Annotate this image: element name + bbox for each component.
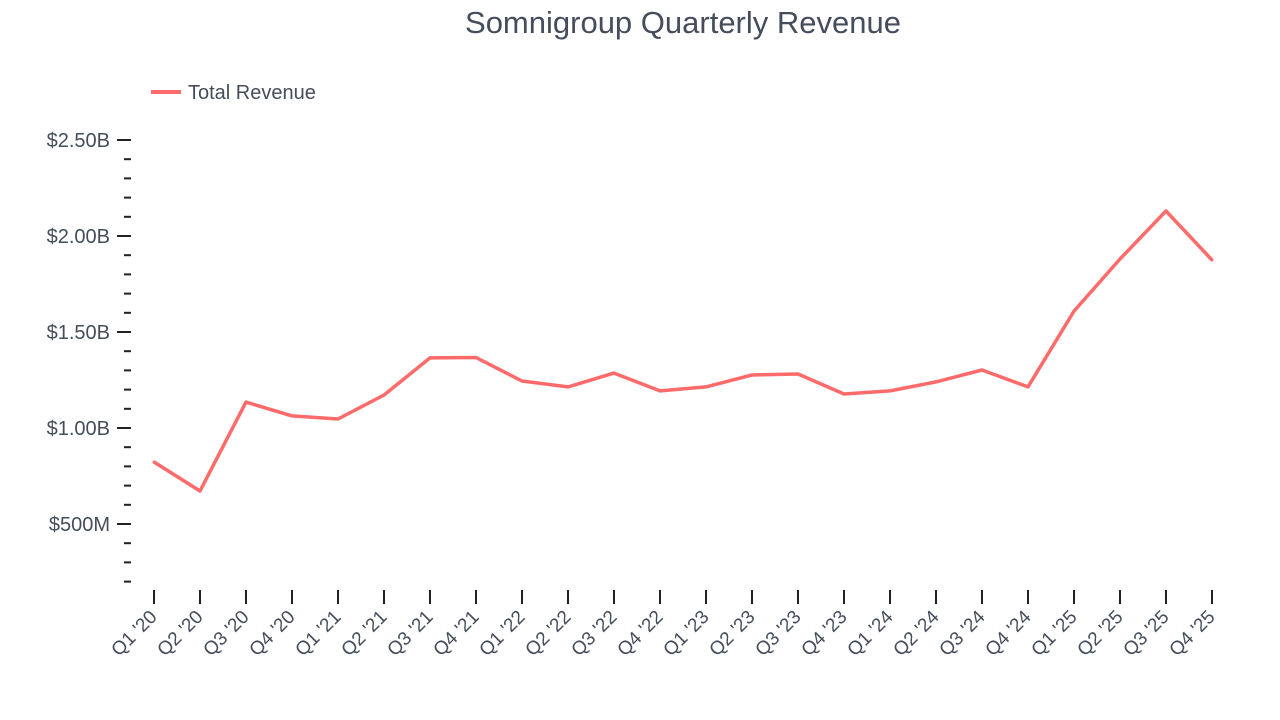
data-point	[1026, 385, 1030, 389]
data-point	[336, 417, 340, 421]
x-tick-label: Q1 '25	[1028, 607, 1082, 661]
y-tick-label: $2.50B	[47, 130, 110, 152]
x-tick-label: Q4 '23	[798, 607, 852, 661]
data-point	[658, 389, 662, 393]
data-point	[842, 392, 846, 396]
x-tick-label: Q4 '22	[614, 607, 668, 661]
data-point	[888, 389, 892, 393]
x-tick-label: Q2 '20	[154, 607, 208, 661]
data-point	[796, 372, 800, 376]
y-axis: $2.50B $2.00B $1.50B $1.00B $500M	[47, 130, 131, 583]
series-line	[153, 209, 1214, 493]
data-point	[1164, 209, 1168, 213]
x-tick-label: Q1 '21	[292, 607, 346, 661]
y-tick-label: $2.00B	[47, 226, 110, 248]
x-tick-label: Q3 '25	[1120, 607, 1174, 661]
data-point	[382, 393, 386, 397]
x-tick-label: Q2 '25	[1074, 607, 1128, 661]
chart-title: Somnigroup Quarterly Revenue	[465, 5, 901, 40]
y-tick-label: $1.00B	[47, 418, 110, 440]
data-point	[474, 356, 478, 360]
data-point	[1210, 258, 1214, 262]
x-tick-label: Q4 '21	[430, 607, 484, 661]
x-tick-label: Q2 '24	[890, 606, 944, 660]
x-tick-label: Q2 '23	[706, 607, 760, 661]
legend-label-total-revenue: Total Revenue	[188, 82, 316, 104]
data-point	[704, 385, 708, 389]
data-point	[1072, 309, 1076, 313]
data-point	[1118, 257, 1122, 261]
x-tick-label: Q1 '20	[108, 607, 162, 661]
x-tick-label: Q3 '24	[936, 606, 990, 660]
y-tick-label: $500M	[49, 514, 110, 536]
data-point	[244, 400, 248, 404]
data-point	[980, 368, 984, 372]
data-point	[612, 371, 616, 375]
x-tick-label: Q1 '22	[476, 607, 530, 661]
data-point	[290, 414, 294, 418]
x-tick-label: Q4 '20	[246, 607, 300, 661]
legend: Total Revenue	[151, 82, 316, 104]
series-total-revenue	[152, 209, 1214, 493]
x-tick-label: Q4 '24	[982, 606, 1036, 660]
data-point	[152, 460, 156, 464]
y-tick-label: $1.50B	[47, 322, 110, 344]
data-point	[428, 356, 432, 360]
x-tick-label: Q2 '21	[338, 607, 392, 661]
data-point	[566, 385, 570, 389]
data-point	[520, 379, 524, 383]
x-tick-label: Q2 '22	[522, 607, 576, 661]
data-point	[750, 373, 754, 377]
x-tick-label: Q4 '25	[1166, 607, 1220, 661]
x-tick-label: Q1 '24	[844, 606, 898, 660]
x-tick-label: Q3 '23	[752, 607, 806, 661]
x-tick-label: Q3 '21	[384, 607, 438, 661]
data-point	[198, 489, 202, 493]
x-tick-label: Q1 '23	[660, 607, 714, 661]
data-point	[934, 380, 938, 384]
x-tick-label: Q3 '22	[568, 607, 622, 661]
x-tick-label: Q3 '20	[200, 607, 254, 661]
